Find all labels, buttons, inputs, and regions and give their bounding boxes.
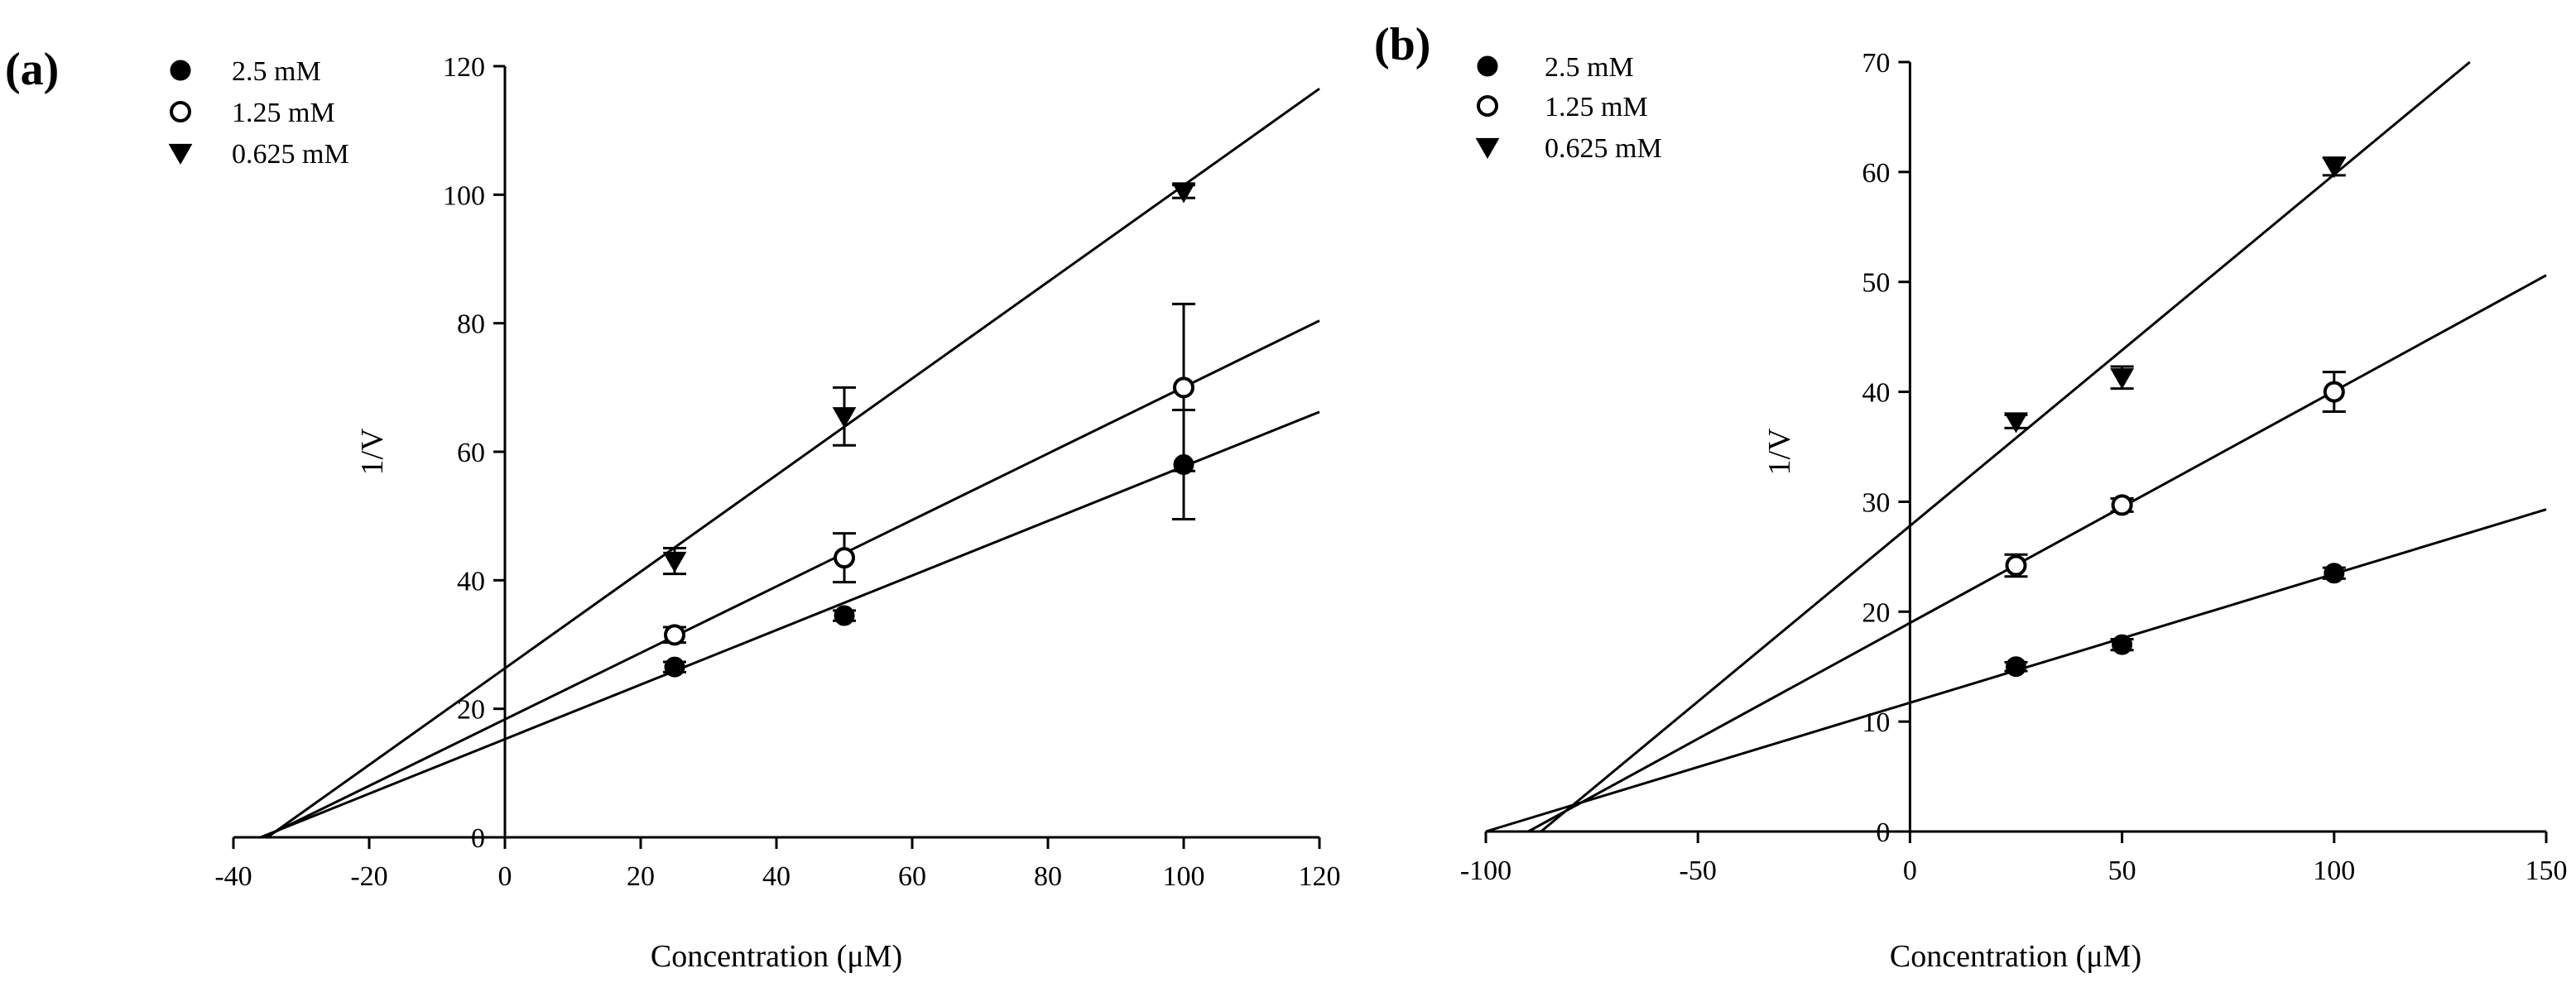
y-tick-label: 60	[1862, 158, 1890, 189]
legend-marker	[1475, 137, 1500, 160]
data-point	[834, 605, 855, 626]
legend-marker	[170, 101, 191, 122]
series-0_625-mM	[267, 87, 1320, 839]
data-point	[2004, 412, 2028, 434]
fit-line	[263, 319, 1320, 839]
data-point	[664, 656, 685, 678]
data-point	[662, 551, 687, 573]
legend-label: 1.25 mM	[232, 98, 335, 128]
series-1_25-mM	[263, 302, 1320, 839]
data-point	[2112, 634, 2133, 655]
legend-marker	[1477, 95, 1498, 117]
series-2_5-mM	[1485, 508, 2547, 833]
x-tick-label: 50	[2108, 856, 2136, 886]
y-tick-label: 70	[1862, 48, 1890, 79]
x-tick-label: 20	[627, 861, 655, 892]
x-tick-label: 100	[1163, 861, 1205, 892]
x-tick-label: 60	[898, 861, 926, 892]
data-point	[2111, 494, 2133, 516]
y-tick-label: 100	[443, 180, 485, 211]
legend-label: 2.5 mM	[232, 56, 321, 87]
data-point	[2322, 157, 2347, 179]
y-tick-label: 0	[1876, 817, 1890, 848]
y-tick-label: 0	[471, 823, 485, 854]
x-tick-label: -50	[1680, 856, 1717, 886]
y-tick-label: 80	[457, 309, 485, 340]
data-point	[2110, 368, 2134, 390]
data-point	[2006, 656, 2026, 678]
y-tick-label: 60	[457, 438, 485, 468]
series-0_625-mM	[1540, 60, 2471, 833]
data-point	[2005, 554, 2027, 577]
legend-marker	[170, 60, 191, 81]
x-tick-label: -100	[1460, 856, 1511, 886]
data-point	[2323, 381, 2345, 403]
legend-label: 2.5 mM	[1545, 52, 1634, 83]
fit-line	[1527, 274, 2547, 833]
y-tick-label: 50	[1862, 268, 1890, 299]
x-tick-label: 0	[498, 861, 512, 892]
x-tick-label: 80	[1034, 861, 1062, 892]
x-axis-title: Concentration (μM)	[651, 939, 902, 974]
legend-label: 0.625 mM	[232, 139, 349, 170]
x-tick-label: 100	[2313, 856, 2355, 886]
legend-marker	[168, 143, 193, 165]
panel-label: (a)	[5, 44, 59, 95]
legend-label: 0.625 mM	[1545, 133, 1662, 164]
legend-marker	[1477, 55, 1498, 77]
series-2_5-mM	[260, 409, 1320, 839]
y-tick-label: 120	[443, 52, 485, 83]
x-tick-label: 0	[1903, 856, 1917, 886]
x-tick-label: -40	[214, 861, 252, 892]
x-axis-title: Concentration (μM)	[1890, 939, 2141, 974]
y-tick-label: 30	[1862, 487, 1890, 518]
data-point	[834, 547, 855, 569]
data-point	[2324, 563, 2345, 584]
y-tick-label: 20	[1862, 597, 1890, 628]
data-point	[832, 407, 857, 429]
y-tick-label: 40	[1862, 378, 1890, 409]
y-axis-title: 1/V	[1762, 428, 1797, 476]
panel-label: (b)	[1374, 19, 1430, 70]
x-tick-label: 120	[1299, 861, 1341, 892]
chart-panel-b: (b)-100 -50 0 50 100 150010203040506070Concen…	[1374, 19, 2568, 974]
y-axis-title: 1/V	[355, 428, 390, 476]
data-point	[1173, 376, 1194, 399]
x-tick-label: -20	[350, 861, 387, 892]
fit-line	[1540, 60, 2471, 833]
data-point	[1171, 182, 1196, 204]
chart-panel-a: (a)-40 -20 0 20 40 60 80 100 120020406080100120C…	[5, 44, 1341, 974]
legend-label: 1.25 mM	[1545, 92, 1648, 122]
x-tick-label: 150	[2526, 856, 2568, 886]
series-1_25-mM	[1527, 274, 2547, 833]
data-point	[664, 624, 685, 646]
x-tick-label: 40	[762, 861, 791, 892]
fit-line	[260, 410, 1320, 839]
y-tick-label: 40	[457, 566, 485, 597]
fit-line	[267, 87, 1320, 839]
